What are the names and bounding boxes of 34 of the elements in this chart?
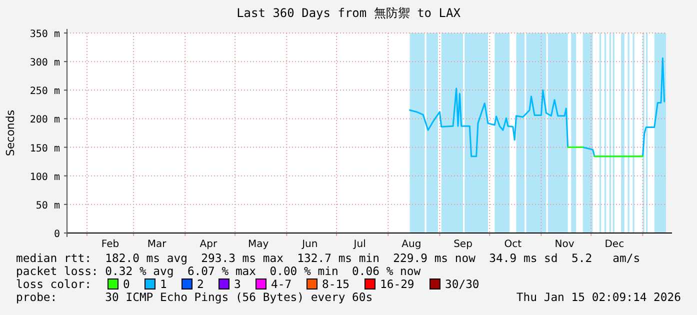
y-tick-label: 250 m [30,86,60,98]
x-tick-label: Sep [454,239,472,250]
legend-label: 1 [160,277,167,291]
y-tick-label: 350 m [30,29,60,40]
x-tick-label: Dec [604,239,624,250]
y-tick-label: 300 m [30,58,60,69]
legend-label: 30/30 [445,277,480,291]
y-tick-label: 50 m [36,200,60,212]
x-tick-label: Jun [301,239,318,250]
y-tick-label: 100 m [30,172,60,183]
text: packet loss: 0.32 % avg 6.07 % max 0.00 % min 0.06 % now [16,264,421,278]
x-tick-label: Jul [352,239,366,250]
y-axis-title: Seconds [4,110,17,156]
x-tick-label: Aug [402,239,422,250]
legend-label: 0 [123,277,130,291]
text: probe: 30 ICMP Echo Pings (56 Bytes) every 60s [16,290,373,304]
legend-label: 3 [234,277,241,291]
legend-label: 4-7 [271,277,292,291]
x-tick-label: May [248,239,269,250]
y-tick-label: 0 [54,229,60,240]
y-tick-label: 200 m [30,114,60,126]
x-tick-label: Mar [147,239,168,250]
x-tick-label: Apr [200,239,218,250]
text: median rtt: 182.0 ms avg 293.3 ms max 132.7 ms min 229.9 ms now 34.9 ms sd 5.2 am/s [16,251,640,265]
text: Thu Jan 15 02:09:14 2026 [516,290,682,304]
x-tick-label: Nov [554,239,574,250]
legend-label: 16-29 [380,277,414,291]
legend-title: loss color: [16,277,92,291]
x-tick-label: Oct [504,239,522,250]
legend-label: 8-15 [322,277,350,291]
legend-label: 2 [197,277,204,291]
y-tick-label: 150 m [30,143,60,154]
chart-title: Last 360 Days from 無防禦 to LAX [236,6,462,20]
x-tick-label: Feb [101,239,120,250]
